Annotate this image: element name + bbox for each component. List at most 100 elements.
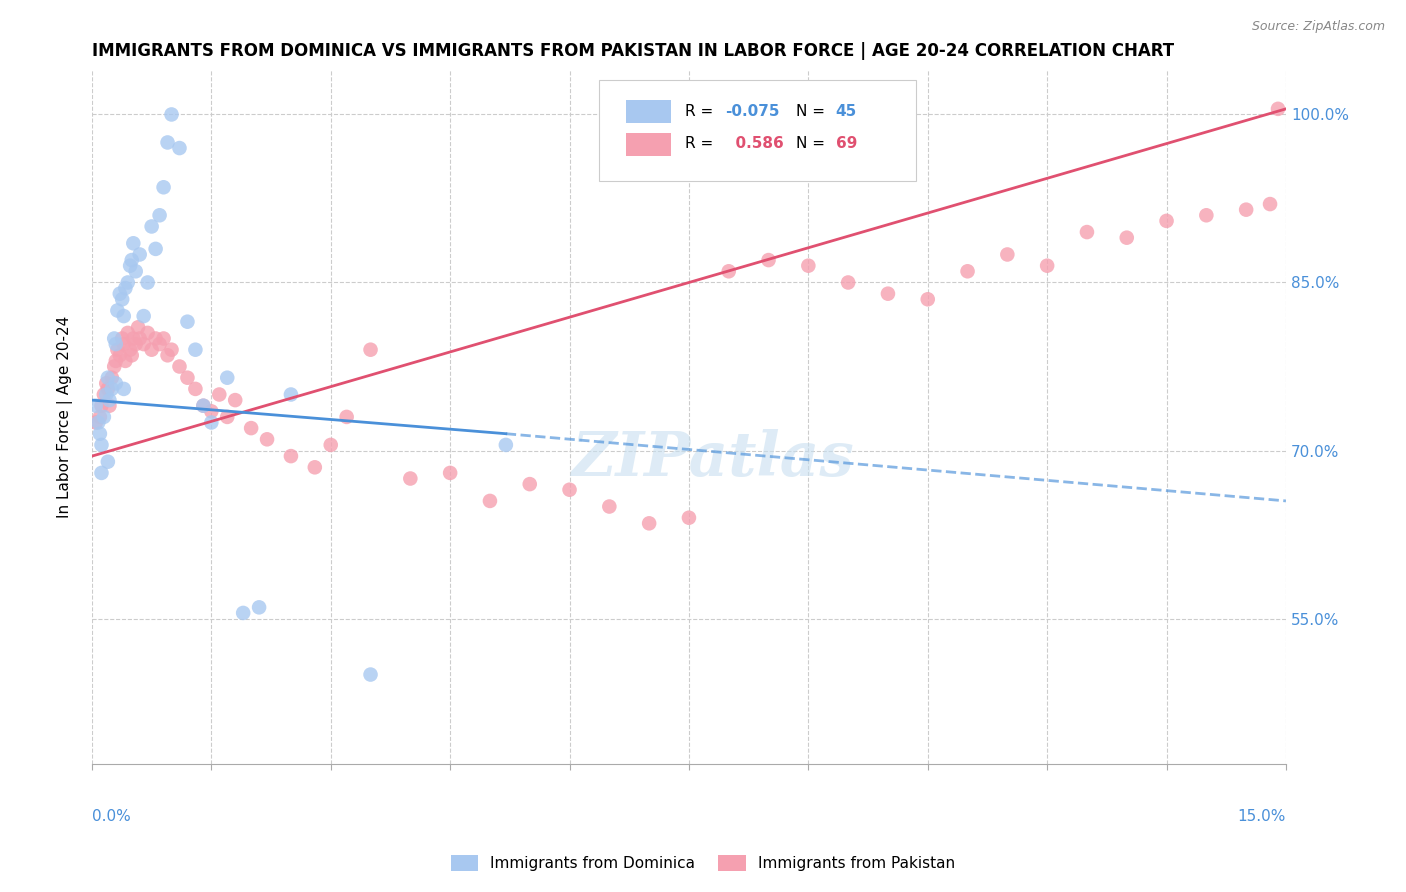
Point	[107, 303, 129, 318]
Point	[125, 337, 148, 351]
Point	[360, 667, 382, 681]
Point	[114, 281, 136, 295]
Point	[598, 500, 620, 514]
Point	[132, 337, 155, 351]
Point	[104, 354, 127, 368]
Point	[128, 331, 150, 345]
Point	[837, 276, 859, 290]
Point	[200, 416, 222, 430]
Point	[176, 315, 198, 329]
Point	[145, 331, 167, 345]
Point	[117, 326, 139, 340]
Point	[478, 494, 501, 508]
Legend: Immigrants from Dominica, Immigrants from Pakistan: Immigrants from Dominica, Immigrants fro…	[444, 849, 962, 877]
Point	[156, 348, 179, 362]
Point	[121, 253, 143, 268]
Point	[145, 242, 167, 256]
Point	[232, 606, 254, 620]
Point	[141, 219, 163, 234]
Point	[280, 387, 302, 401]
Point	[87, 416, 110, 430]
Text: IMMIGRANTS FROM DOMINICA VS IMMIGRANTS FROM PAKISTAN IN LABOR FORCE | AGE 20-24 : IMMIGRANTS FROM DOMINICA VS IMMIGRANTS F…	[91, 42, 1174, 60]
Point	[280, 449, 302, 463]
Point	[127, 320, 149, 334]
Point	[96, 387, 118, 401]
Text: 15.0%: 15.0%	[1237, 809, 1286, 824]
Point	[193, 399, 215, 413]
Point	[877, 286, 900, 301]
Point	[120, 259, 142, 273]
Point	[97, 455, 120, 469]
Point	[217, 409, 239, 424]
Point	[90, 399, 112, 413]
Point	[439, 466, 461, 480]
Point	[104, 376, 127, 391]
Point	[678, 510, 700, 524]
Point	[247, 600, 270, 615]
Point	[917, 293, 939, 307]
Point	[108, 348, 131, 362]
Point	[93, 387, 115, 401]
Y-axis label: In Labor Force | Age 20-24: In Labor Force | Age 20-24	[58, 316, 73, 518]
Point	[97, 370, 120, 384]
Text: 45: 45	[835, 103, 858, 119]
Point	[122, 236, 145, 251]
Point	[128, 247, 150, 261]
Point	[98, 399, 121, 413]
Point	[101, 370, 124, 384]
Point	[304, 460, 326, 475]
Point	[149, 208, 172, 222]
Text: N =: N =	[796, 136, 831, 152]
Point	[217, 370, 239, 384]
Point	[90, 438, 112, 452]
Point	[107, 343, 129, 357]
Point	[152, 331, 174, 345]
Text: N =: N =	[796, 103, 831, 119]
Point	[200, 404, 222, 418]
Point	[117, 276, 139, 290]
Point	[1036, 259, 1059, 273]
Point	[149, 337, 172, 351]
Point	[193, 399, 215, 413]
Point	[336, 409, 359, 424]
Point	[495, 438, 517, 452]
Point	[103, 359, 125, 374]
Point	[558, 483, 581, 497]
Point	[121, 348, 143, 362]
Point	[84, 416, 107, 430]
Point	[1076, 225, 1098, 239]
Point	[1156, 214, 1178, 228]
Point	[112, 337, 135, 351]
Point	[797, 259, 820, 273]
Point	[101, 382, 124, 396]
Text: R =: R =	[685, 136, 718, 152]
FancyBboxPatch shape	[626, 133, 671, 156]
Point	[240, 421, 263, 435]
Point	[208, 387, 231, 401]
Point	[90, 466, 112, 480]
Point	[112, 309, 135, 323]
Text: ZIPatlas: ZIPatlas	[571, 428, 855, 489]
Point	[995, 247, 1018, 261]
Point	[103, 331, 125, 345]
FancyBboxPatch shape	[599, 80, 915, 181]
Point	[717, 264, 740, 278]
Point	[120, 343, 142, 357]
Point	[519, 477, 541, 491]
Point	[399, 471, 422, 485]
Point	[108, 286, 131, 301]
Text: 0.586: 0.586	[724, 136, 783, 152]
Point	[97, 382, 120, 396]
Point	[104, 337, 127, 351]
Point	[122, 331, 145, 345]
Text: 0.0%: 0.0%	[91, 809, 131, 824]
Point	[160, 107, 183, 121]
Point	[93, 409, 115, 424]
Point	[176, 370, 198, 384]
Point	[638, 516, 661, 531]
Point	[111, 331, 134, 345]
Point	[1195, 208, 1218, 222]
Point	[256, 433, 278, 447]
Point	[169, 359, 191, 374]
Point	[136, 276, 159, 290]
